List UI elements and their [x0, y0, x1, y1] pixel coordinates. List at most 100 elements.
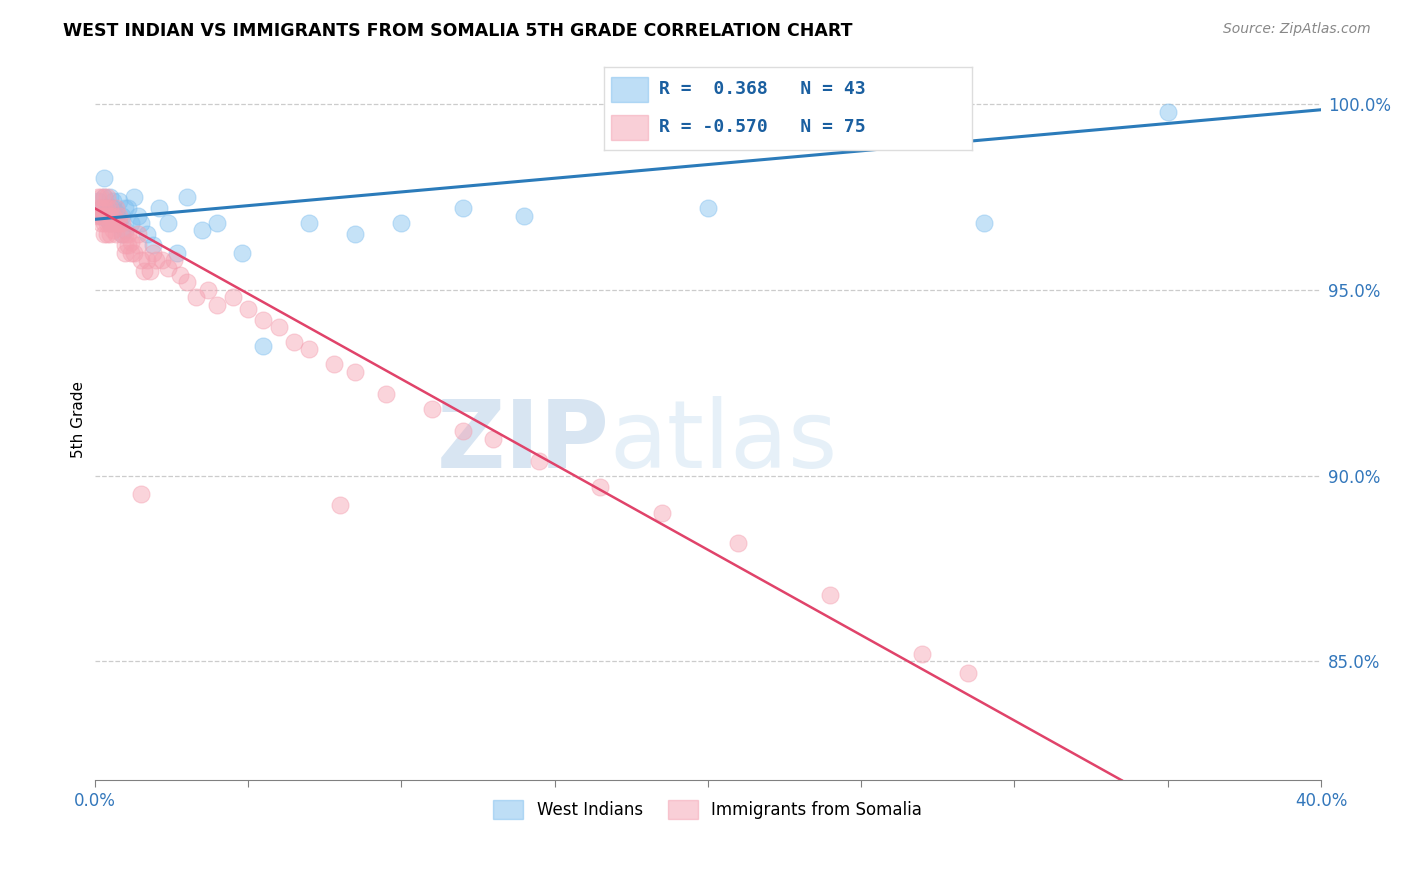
Point [132, 264, 155, 278]
Point [101, 209, 124, 223]
Point [298, 216, 321, 230]
Point [142, 238, 165, 252]
Point [101, 201, 124, 215]
Y-axis label: 5th Grade: 5th Grade [72, 382, 86, 458]
Point [105, 201, 128, 215]
Point [111, 209, 134, 223]
Point [108, 209, 131, 223]
Point [111, 227, 134, 242]
Point [93, 201, 115, 215]
Point [96, 201, 118, 215]
Point [108, 194, 131, 208]
Point [176, 276, 198, 290]
Point [90, 201, 112, 215]
Point [90, 209, 112, 223]
Point [420, 401, 443, 416]
Point [114, 201, 136, 215]
Point [127, 238, 149, 252]
Point [101, 194, 124, 208]
Point [283, 334, 305, 349]
Point [120, 216, 142, 230]
Point [344, 365, 367, 379]
Point [108, 212, 131, 227]
Point [98, 201, 121, 215]
Point [197, 283, 219, 297]
Text: WEST INDIAN VS IMMIGRANTS FROM SOMALIA 5TH GRADE CORRELATION CHART: WEST INDIAN VS IMMIGRANTS FROM SOMALIA 5… [63, 22, 853, 40]
Point [86, 194, 108, 208]
Point [108, 216, 131, 230]
Point [184, 290, 207, 304]
Point [111, 227, 134, 242]
Point [93, 216, 115, 230]
Point [101, 216, 124, 230]
Point [86, 209, 108, 223]
Point [389, 216, 412, 230]
Point [96, 212, 118, 227]
Point [231, 245, 253, 260]
Point [527, 454, 550, 468]
Point [205, 298, 228, 312]
Point [696, 201, 718, 215]
Legend: West Indians, Immigrants from Somalia: West Indians, Immigrants from Somalia [486, 794, 929, 826]
Point [252, 339, 274, 353]
Point [98, 227, 121, 242]
Point [157, 216, 180, 230]
Point [105, 216, 128, 230]
Point [820, 588, 842, 602]
Point [86, 190, 108, 204]
Point [127, 209, 149, 223]
Point [973, 216, 995, 230]
Point [727, 535, 749, 549]
Point [157, 260, 180, 275]
Point [120, 245, 142, 260]
Point [176, 190, 198, 204]
Point [252, 312, 274, 326]
Point [482, 432, 505, 446]
Point [267, 320, 290, 334]
Point [139, 264, 162, 278]
Point [166, 245, 188, 260]
Point [127, 227, 149, 242]
Point [101, 223, 124, 237]
Point [90, 209, 112, 223]
Point [911, 647, 934, 661]
Point [105, 227, 128, 242]
Point [93, 190, 115, 204]
Point [93, 227, 115, 242]
Text: Source: ZipAtlas.com: Source: ZipAtlas.com [1223, 22, 1371, 37]
Point [90, 216, 112, 230]
Point [322, 357, 344, 371]
Point [93, 209, 115, 223]
Point [98, 190, 121, 204]
Point [236, 301, 259, 316]
Point [93, 190, 115, 204]
Point [111, 216, 134, 230]
Point [163, 253, 186, 268]
Point [374, 387, 396, 401]
Point [98, 209, 121, 223]
Text: atlas: atlas [610, 395, 838, 488]
Point [148, 201, 170, 215]
Point [957, 665, 980, 680]
Point [96, 201, 118, 215]
Point [135, 227, 157, 242]
Point [129, 253, 152, 268]
Point [589, 480, 612, 494]
Point [105, 216, 128, 230]
Point [135, 253, 157, 268]
Point [298, 343, 321, 357]
Point [114, 223, 136, 237]
Point [114, 227, 136, 242]
Point [329, 499, 352, 513]
Point [169, 268, 191, 282]
Point [86, 201, 108, 215]
Point [98, 216, 121, 230]
Point [451, 201, 474, 215]
Point [117, 227, 139, 242]
Point [98, 205, 121, 219]
Point [93, 171, 115, 186]
Point [129, 216, 152, 230]
Point [145, 253, 167, 268]
Point [96, 190, 118, 204]
Point [120, 235, 142, 249]
